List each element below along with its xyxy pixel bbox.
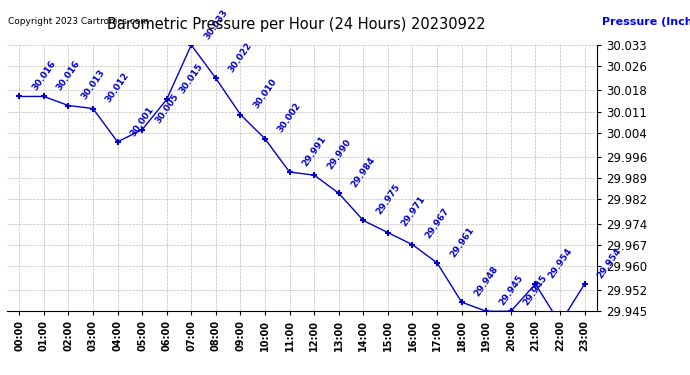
Text: 30.013: 30.013 [79, 68, 106, 101]
Text: 29.975: 29.975 [375, 183, 402, 216]
Text: 30.005: 30.005 [153, 92, 180, 126]
Text: 30.010: 30.010 [252, 77, 279, 110]
Text: 29.948: 29.948 [473, 264, 500, 298]
Text: 29.990: 29.990 [325, 137, 353, 171]
Text: 29.984: 29.984 [350, 155, 377, 189]
Text: 29.941: 29.941 [0, 374, 1, 375]
Text: Barometric Pressure per Hour (24 Hours) 20230922: Barometric Pressure per Hour (24 Hours) … [108, 17, 486, 32]
Text: 30.016: 30.016 [55, 59, 82, 92]
Text: 30.002: 30.002 [276, 101, 303, 135]
Text: 30.033: 30.033 [202, 8, 230, 41]
Text: 29.991: 29.991 [301, 134, 328, 168]
Text: 29.954: 29.954 [546, 246, 574, 280]
Text: Pressure (Inches/Hg): Pressure (Inches/Hg) [602, 17, 690, 27]
Text: Copyright 2023 Cartronics.com: Copyright 2023 Cartronics.com [8, 17, 150, 26]
Text: 30.022: 30.022 [227, 41, 254, 74]
Text: 30.012: 30.012 [104, 71, 131, 104]
Text: 29.971: 29.971 [399, 195, 426, 228]
Text: 29.945: 29.945 [522, 273, 549, 307]
Text: 29.954: 29.954 [595, 246, 623, 280]
Text: 30.016: 30.016 [30, 59, 57, 92]
Text: 30.001: 30.001 [128, 104, 156, 138]
Text: 29.961: 29.961 [448, 225, 475, 259]
Text: 30.015: 30.015 [178, 62, 205, 95]
Text: 29.967: 29.967 [424, 207, 451, 240]
Text: 29.945: 29.945 [497, 273, 525, 307]
